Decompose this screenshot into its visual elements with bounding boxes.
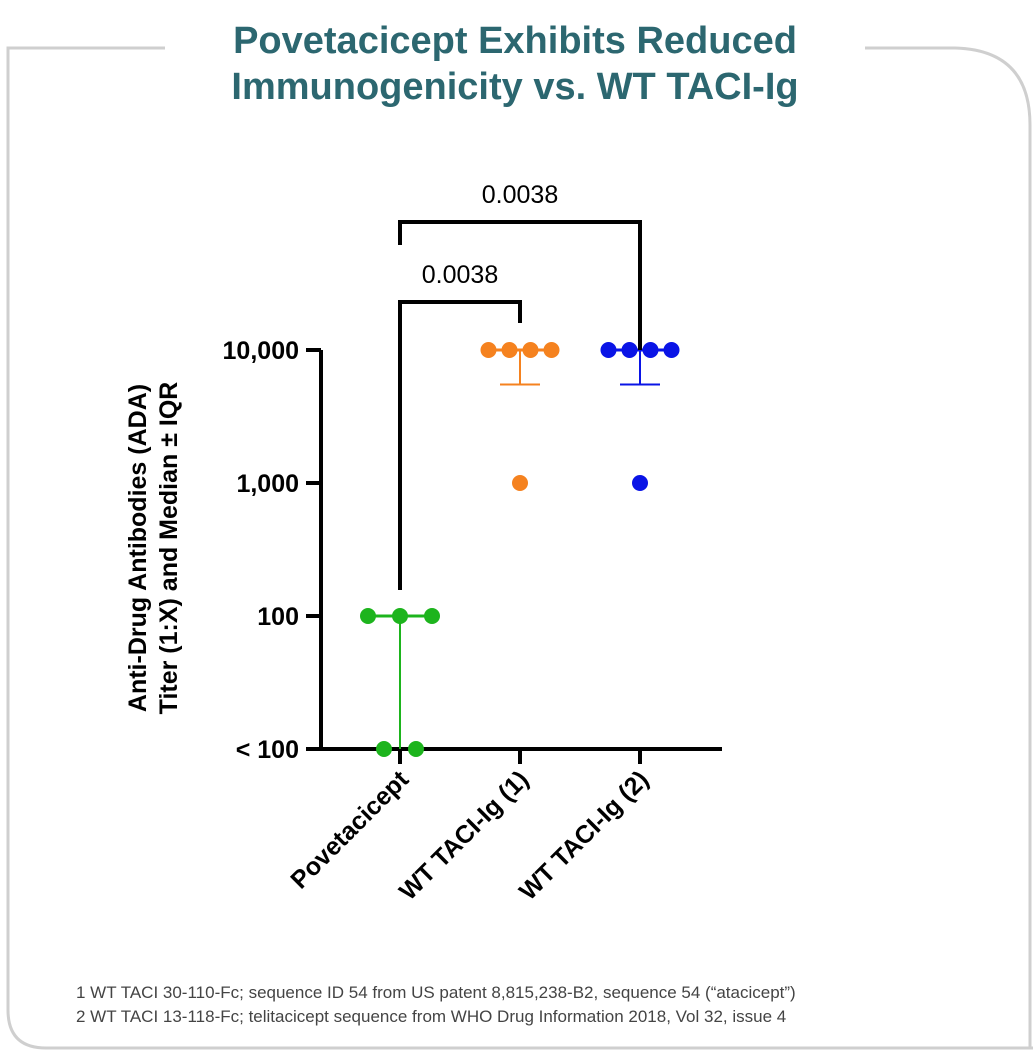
p-value-label: 0.0038 (422, 261, 498, 289)
y-axis-label-line-2: Titer (1:X) and Median ± IQR (155, 382, 183, 715)
footnote-2: 2 WT TACI 13-118-Fc; telitacicept sequen… (76, 1007, 787, 1026)
data-point (408, 741, 424, 757)
data-point (522, 342, 539, 358)
footnotes: 1 WT TACI 30-110-Fc; sequence ID 54 from… (76, 981, 796, 1029)
x-tick-label: WT TACI-Ig (2) (514, 765, 654, 905)
series-povetacicept (360, 608, 440, 757)
frame-border-left (6, 46, 1033, 1050)
footnote-1: 1 WT TACI 30-110-Fc; sequence ID 54 from… (76, 983, 796, 1002)
y-tick-label: < 100 (236, 736, 299, 764)
y-axis-label-line-1: Anti-Drug Antibodies (ADA) (124, 384, 152, 712)
p-value-label: 0.0038 (482, 181, 558, 209)
data-point (480, 342, 497, 358)
data-point (621, 342, 638, 358)
title-line-2: Immunogenicity vs. WT TACI-Ig (231, 66, 799, 108)
data-point (632, 475, 648, 491)
y-tick-label: 1,000 (236, 470, 299, 498)
frame-border-right (865, 46, 1032, 1048)
x-tick-label: WT TACI-Ig (1) (394, 765, 534, 905)
marks: 0.0038 0.0038 (360, 181, 680, 757)
data-point (360, 608, 376, 624)
series-wt-taci-ig-1- (480, 342, 560, 491)
data-point (392, 608, 408, 624)
page-title: Povetacicept Exhibits Reduced Immunogeni… (165, 18, 865, 110)
data-point (600, 342, 617, 358)
title-line-1: Povetacicept Exhibits Reduced (233, 20, 797, 62)
series-wt-taci-ig-2- (600, 342, 680, 491)
x-tick-label: Povetacicept (285, 765, 414, 894)
data-point (501, 342, 518, 358)
y-tick-label: 100 (257, 603, 299, 631)
y-tick-label: 10,000 (223, 337, 299, 365)
data-point (642, 342, 659, 358)
data-point (663, 342, 680, 358)
significance-bracket (398, 300, 522, 590)
data-point (543, 342, 560, 358)
data-point (512, 475, 528, 491)
data-point (424, 608, 440, 624)
significance-bracket (398, 220, 642, 350)
data-point (376, 741, 392, 757)
